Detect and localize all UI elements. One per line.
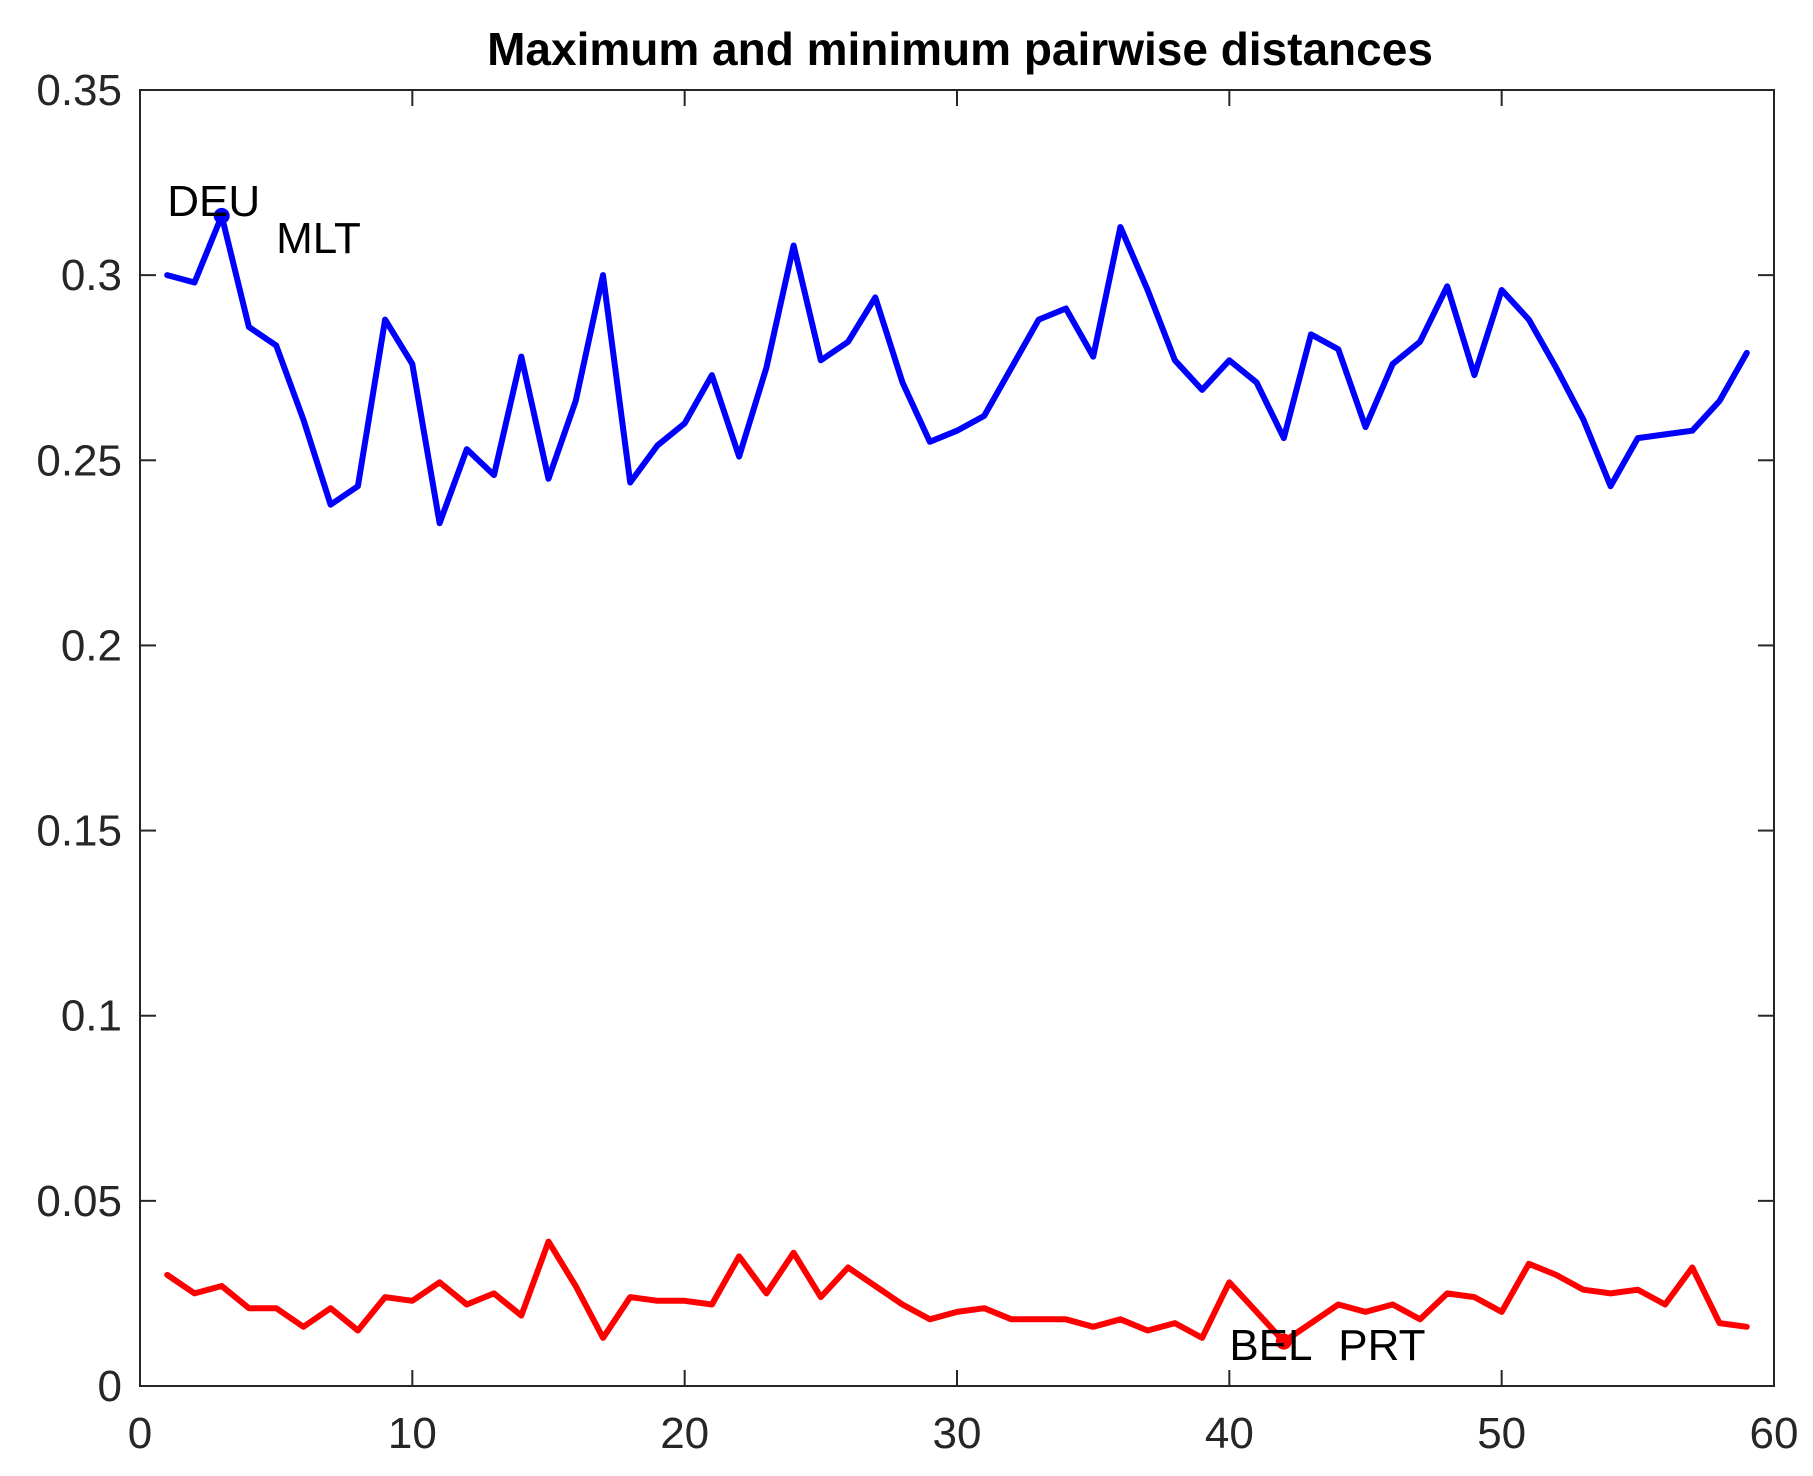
series-line-max: [164, 212, 1750, 527]
annotation-label: DEU: [167, 177, 260, 226]
x-tick-label: 60: [1750, 1409, 1799, 1458]
y-tick-label: 0.35: [36, 66, 122, 115]
y-tick-label: 0.3: [61, 251, 122, 300]
y-tick-label: 0.1: [61, 992, 122, 1041]
series-line-min: [164, 1238, 1750, 1345]
marker-layer: [213, 207, 1292, 1350]
annotation-label: BEL: [1229, 1321, 1312, 1370]
x-tick-label: 50: [1477, 1409, 1526, 1458]
x-tick-label: 40: [1205, 1409, 1254, 1458]
x-tick-label: 10: [388, 1409, 437, 1458]
y-tick-label: 0.2: [61, 621, 122, 670]
x-tick-label: 0: [128, 1409, 152, 1458]
x-tick-label: 30: [933, 1409, 982, 1458]
chart-title: Maximum and minimum pairwise distances: [487, 23, 1433, 75]
annotation-layer: DEU MLT BEL PRT: [167, 177, 1425, 1370]
y-tick-label: 0.15: [36, 807, 122, 856]
data-point-marker: [1275, 1333, 1292, 1350]
y-tick-label: 0.05: [36, 1177, 122, 1226]
y-tick-label: 0: [98, 1362, 122, 1411]
series-layer: [164, 212, 1750, 1345]
y-tick-label: 0.25: [36, 436, 122, 485]
data-point-marker: [213, 207, 230, 224]
annotation-label: PRT: [1338, 1321, 1425, 1370]
x-tick-label: 20: [660, 1409, 709, 1458]
annotation-label: MLT: [276, 214, 361, 263]
y-axis: 0 0.05 0.1 0.15 0.2 0.25 0.3 0.35: [36, 66, 1774, 1411]
x-axis: 0 10 20 30 40 50 60: [128, 90, 1799, 1458]
